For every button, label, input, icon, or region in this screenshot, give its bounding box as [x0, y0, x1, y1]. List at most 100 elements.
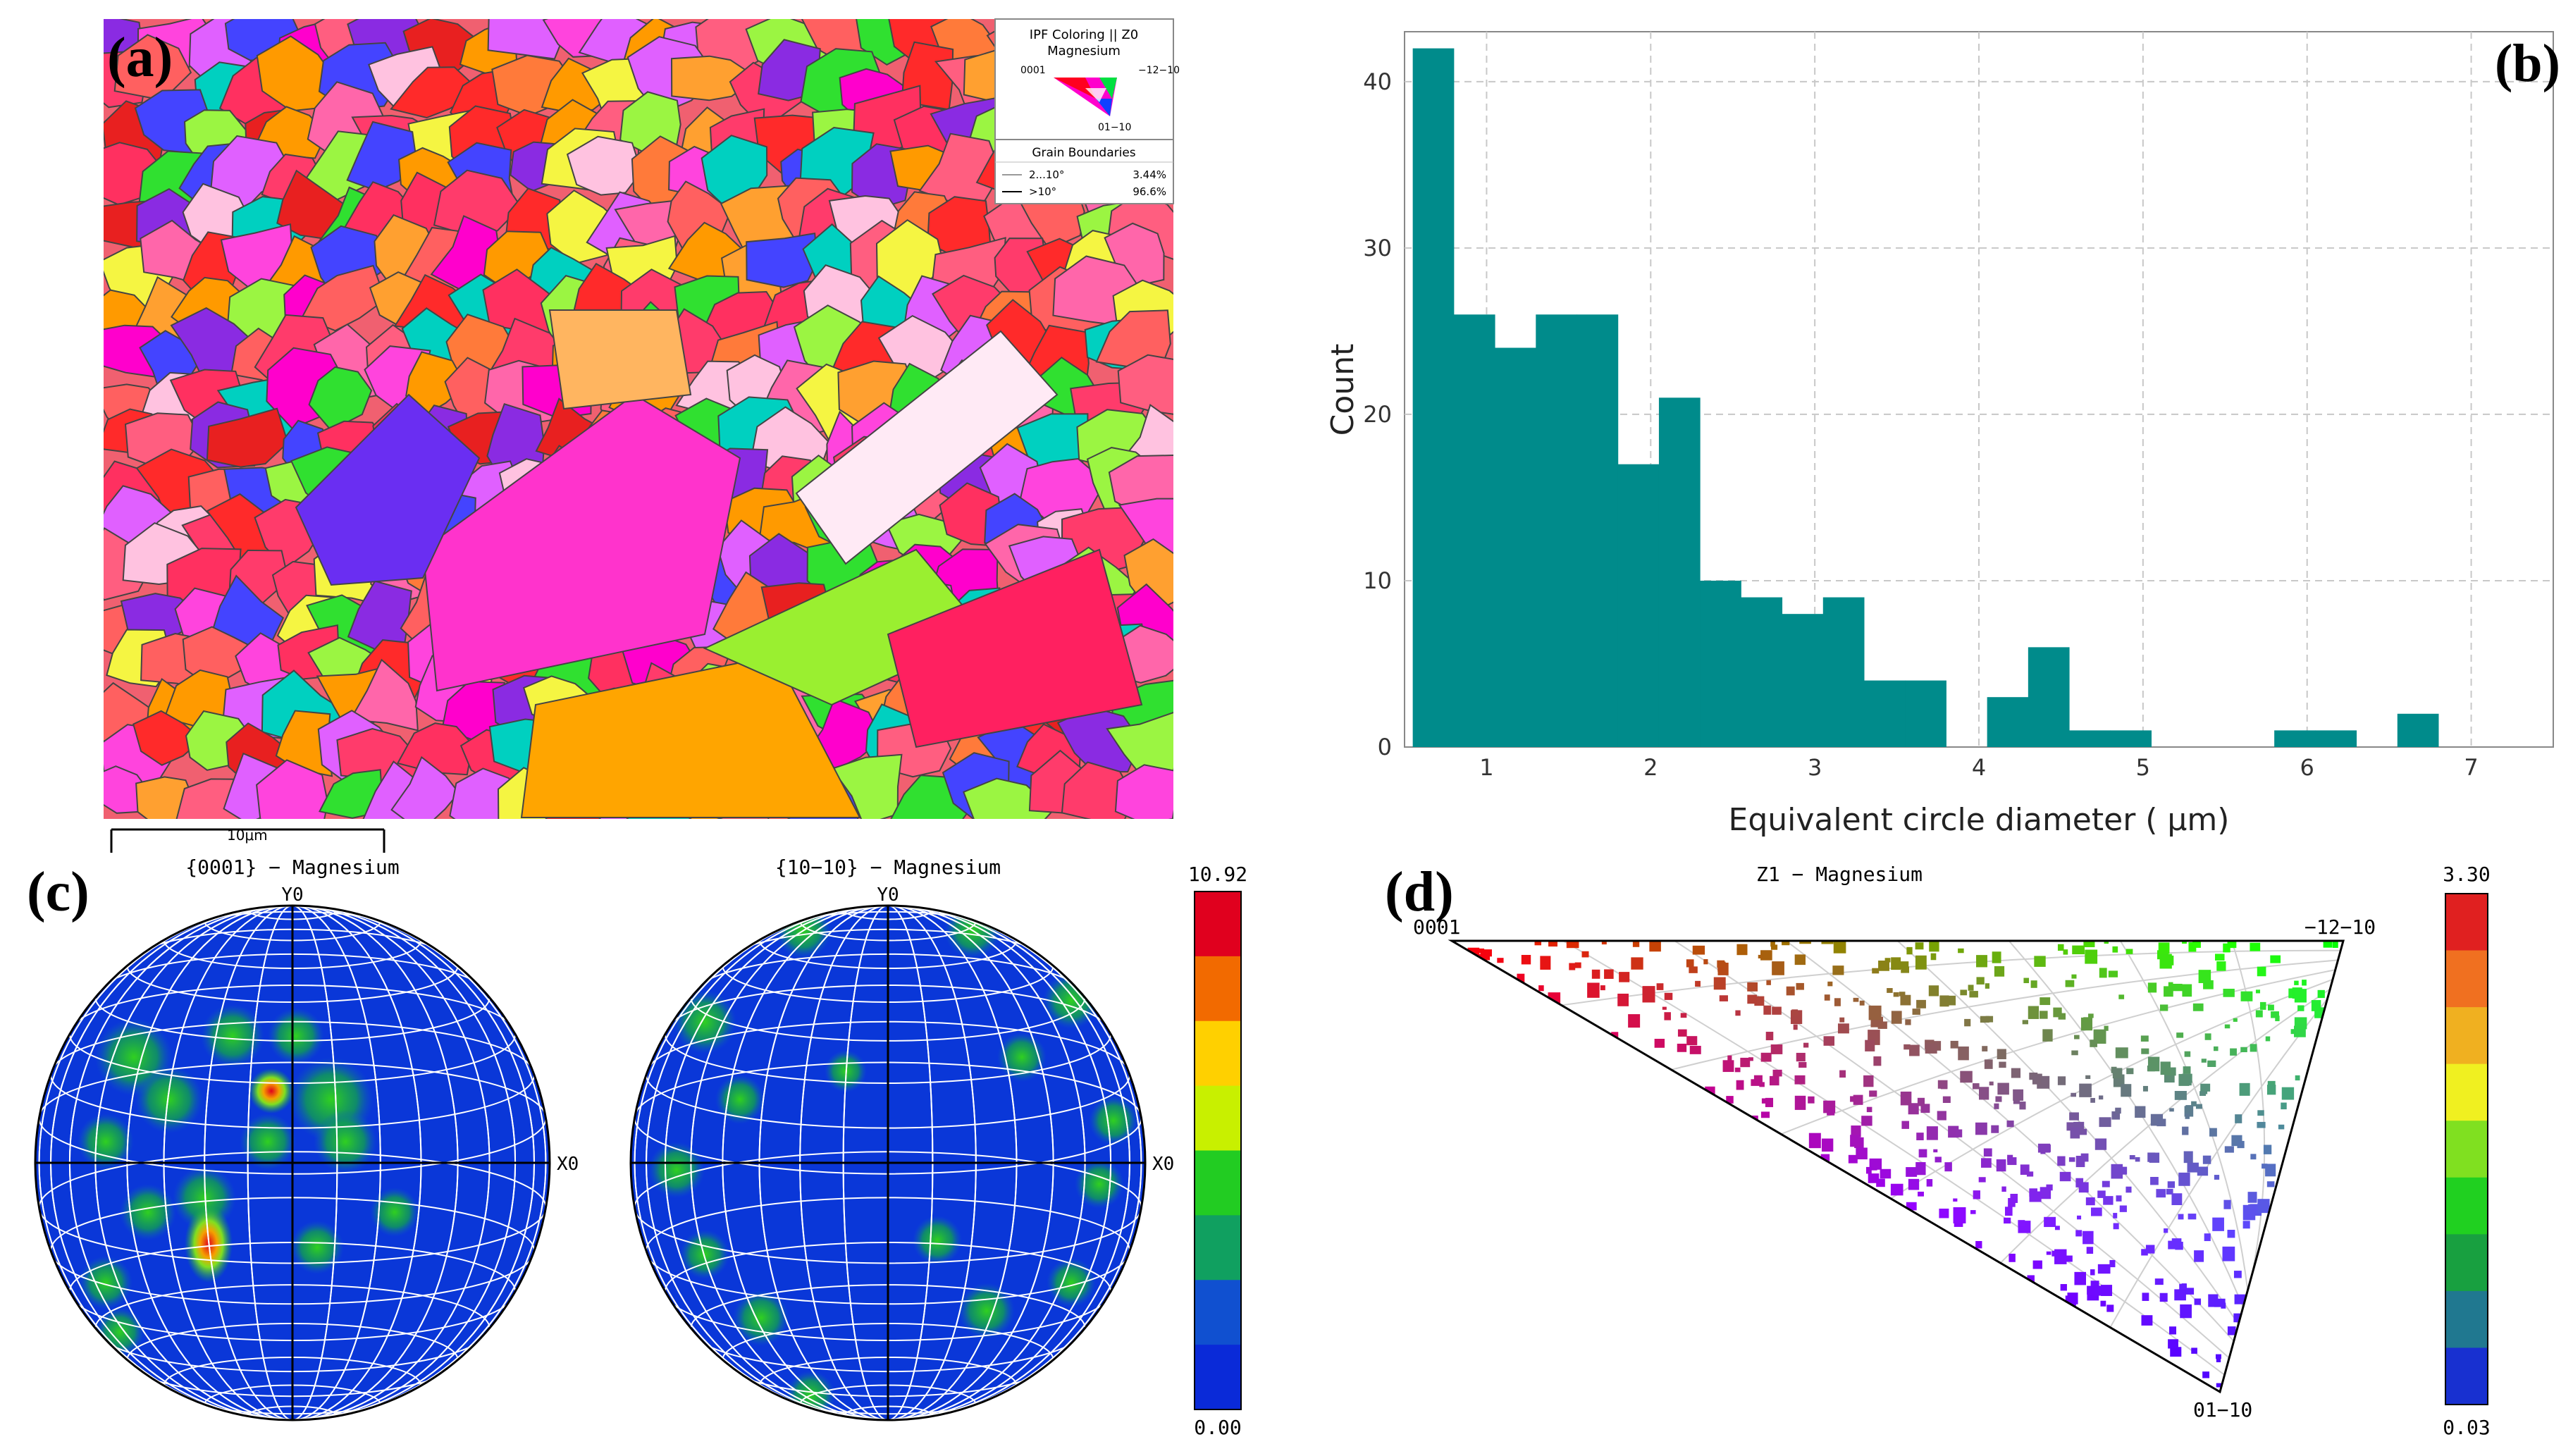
- orientation-point: [1656, 983, 1664, 990]
- orientation-point: [1953, 1198, 1958, 1202]
- orientation-point: [2072, 945, 2085, 955]
- orientation-point: [1664, 992, 1673, 1000]
- orientation-point: [1793, 1024, 1798, 1030]
- orientation-point: [2011, 1068, 2021, 1078]
- grain: [746, 232, 819, 288]
- orientation-point: [1925, 1043, 1937, 1054]
- orientation-point: [1617, 993, 1629, 1006]
- grain: [390, 755, 460, 819]
- panel-a: (a) IPF Coloring || Z0 Magnesium 0001 −1…: [104, 18, 1180, 853]
- orientation-point: [2118, 994, 2125, 999]
- orientation-point: [2141, 1315, 2153, 1326]
- orientation-point: [2191, 1101, 2197, 1106]
- orientation-point: [1873, 1056, 1882, 1066]
- orientation-point: [1997, 1082, 2009, 1095]
- orientation-point: [2069, 1112, 2079, 1121]
- orientation-point: [2013, 1089, 2024, 1101]
- orientation-point: [2129, 1155, 2135, 1160]
- orientation-point: [2302, 980, 2307, 986]
- grain: [1123, 538, 1173, 615]
- orientation-point: [2145, 1245, 2155, 1254]
- orientation-point: [2090, 1269, 2095, 1276]
- orientation-point: [1808, 1096, 1815, 1104]
- orientation-point: [2266, 1181, 2275, 1187]
- orientation-point: [2184, 1051, 2191, 1057]
- orientation-point: [1791, 1009, 1798, 1016]
- orientation-point: [2135, 1156, 2140, 1162]
- ipf-corner-12-10: −12−10: [2304, 915, 2376, 939]
- histogram-bar: [2274, 730, 2316, 747]
- orientation-point: [2140, 1035, 2149, 1042]
- orientation-point: [1587, 982, 1600, 998]
- orientation-point: [2097, 1264, 2111, 1274]
- histogram-x-ticks: 1 2 3 4 5 6 7: [1479, 754, 2479, 781]
- orientation-point: [2227, 941, 2237, 949]
- orientation-point: [2212, 1217, 2224, 1231]
- orientation-point: [2233, 1018, 2238, 1022]
- texture-blob: [958, 1283, 1015, 1339]
- histogram-bar: [1822, 597, 1865, 747]
- orientation-point: [2042, 1029, 2053, 1042]
- orientation-point: [2164, 1074, 2175, 1083]
- legend-material: Magnesium: [1047, 44, 1121, 58]
- histogram-bar: [1782, 614, 1824, 747]
- orientation-point: [1772, 961, 1784, 975]
- orientation-point: [2004, 1207, 2013, 1216]
- texture-blob: [135, 1066, 203, 1133]
- pf-colorbar-segment: [1195, 956, 1241, 1022]
- orientation-point: [2085, 1075, 2091, 1080]
- grain: [1056, 706, 1142, 773]
- orientation-point: [2194, 1250, 2204, 1262]
- orientation-point: [1866, 1106, 1872, 1113]
- orientation-point: [2223, 943, 2230, 953]
- orientation-point: [2197, 1166, 2209, 1176]
- grain: [308, 366, 373, 431]
- orientation-point: [2223, 1199, 2231, 1209]
- orientation-point: [1794, 954, 1806, 965]
- panel-b: 1 2 3 4 5 6 7 0 10 20 30 40 Equivalent circle diam…: [1325, 31, 2560, 838]
- orientation-point: [1821, 941, 1834, 944]
- ipf-grid-line: [1785, 941, 2235, 1342]
- orientation-point: [1692, 945, 1705, 955]
- orientation-point: [2108, 970, 2118, 977]
- orientation-point: [2187, 1162, 2199, 1173]
- orientation-point: [2159, 1292, 2168, 1302]
- orientation-point: [2104, 1025, 2109, 1031]
- orientation-point: [2135, 1106, 2146, 1118]
- orientation-point: [2192, 941, 2201, 948]
- orientation-point: [1903, 1044, 1911, 1050]
- orientation-point: [2060, 1284, 2067, 1291]
- orientation-point: [2142, 1292, 2149, 1301]
- orientation-point: [2063, 949, 2068, 955]
- orientation-point: [1906, 946, 1913, 955]
- orientation-point: [1664, 1012, 1671, 1020]
- orientation-point: [2037, 1143, 2051, 1153]
- orientation-point: [2028, 1006, 2040, 1019]
- texture-blob: [680, 1230, 729, 1279]
- orientation-point: [1992, 951, 2001, 963]
- orientation-point: [2275, 1016, 2280, 1022]
- orientation-point: [2245, 1214, 2251, 1220]
- orientation-point: [1677, 1043, 1687, 1052]
- orientation-point: [1884, 958, 1891, 963]
- orientation-point: [1989, 1081, 1994, 1086]
- texture-blob: [290, 1221, 344, 1274]
- orientation-point: [2032, 1260, 2042, 1269]
- pf2-y0-label: Y0: [877, 884, 899, 906]
- ipf-corner-0001: 0001: [1413, 915, 1460, 939]
- orientation-point: [1735, 1010, 1741, 1016]
- orientation-point: [2195, 1104, 2202, 1109]
- orientation-point: [1994, 965, 2005, 977]
- orientation-point: [1569, 963, 1576, 970]
- orientation-point: [1796, 1052, 1806, 1062]
- ipf-grid-line: [2230, 941, 2266, 1274]
- orientation-point: [1859, 1000, 1865, 1006]
- orientation-point: [2178, 1214, 2184, 1220]
- orientation-point: [1803, 1042, 1809, 1048]
- orientation-point: [2185, 1105, 2192, 1111]
- grain: [132, 710, 204, 766]
- orientation-point: [1632, 941, 1640, 947]
- ipf-colorbar-segment: [2445, 1290, 2488, 1348]
- orientation-point: [2040, 1011, 2048, 1019]
- orientation-point: [1772, 1069, 1782, 1077]
